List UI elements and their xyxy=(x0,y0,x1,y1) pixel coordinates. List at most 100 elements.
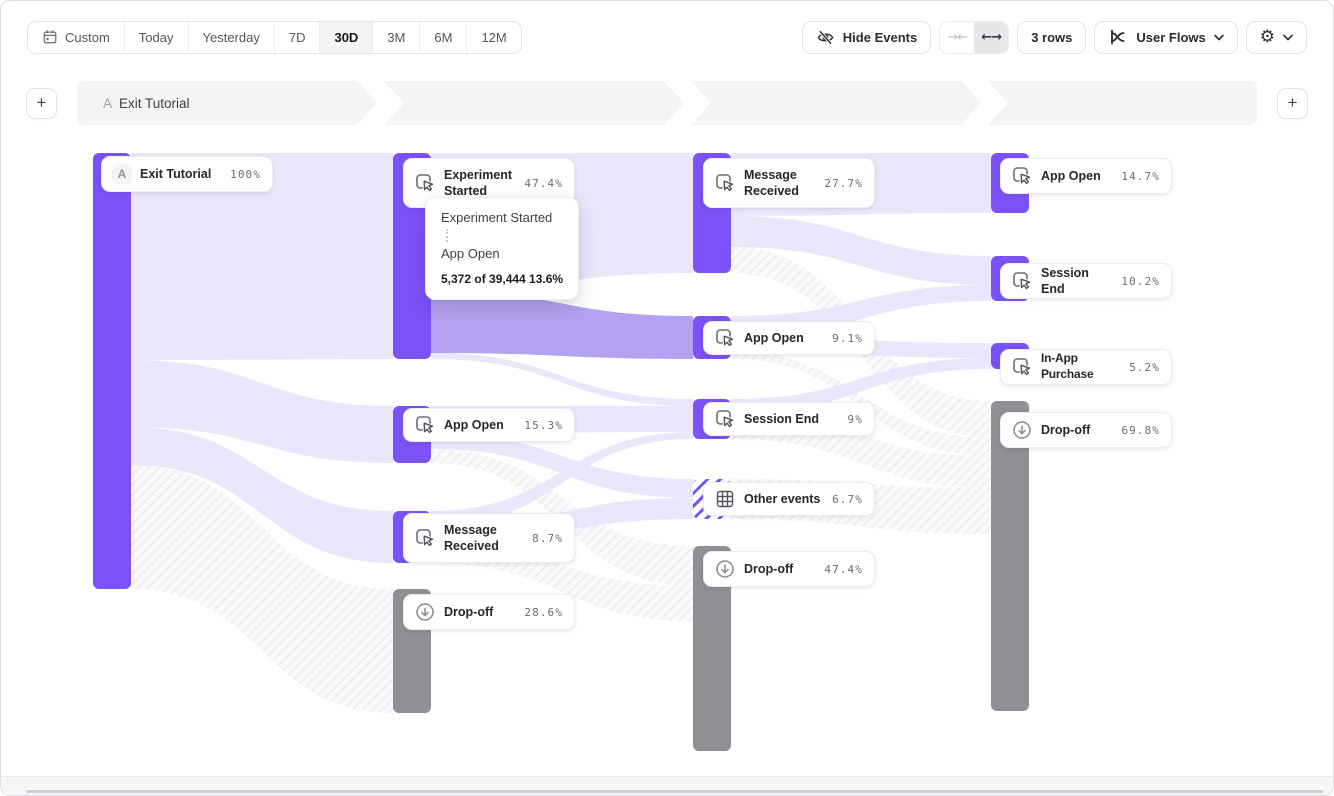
cursor-click-icon xyxy=(714,408,736,430)
arrow-down-circle-icon xyxy=(414,601,436,623)
toolbar-right: Hide Events →← ←→ 3 rows User Fl xyxy=(801,20,1307,54)
grid-icon xyxy=(714,488,736,510)
flow-node-other-events-3[interactable]: Other events 6.7% xyxy=(703,482,875,516)
hide-events-label: Hide Events xyxy=(842,29,918,45)
date-range-3m[interactable]: 3M xyxy=(373,21,421,53)
cursor-click-icon xyxy=(1011,356,1033,378)
rows-label: 3 rows xyxy=(1031,29,1073,45)
tooltip-target-event: App Open xyxy=(441,246,500,261)
arrows-expand-icon: ←→ xyxy=(981,29,1002,45)
date-range-12m[interactable]: 12M xyxy=(481,29,507,45)
flow-node-dropoff-3[interactable]: Drop-off 47.4% xyxy=(703,551,875,587)
step-letter: A xyxy=(103,95,113,111)
node-percent: 9.1% xyxy=(832,331,863,345)
flow-node-dropoff-2[interactable]: Drop-off 28.6% xyxy=(403,594,575,630)
arrow-down-circle-icon xyxy=(1011,419,1033,441)
collapse-expand-control: →← ←→ xyxy=(939,20,1010,54)
node-percent: 8.7% xyxy=(532,531,563,545)
flow-link xyxy=(131,427,393,563)
collapse-columns-button[interactable]: →← xyxy=(940,21,975,53)
link-tooltip: Experiment Started App Open 5,372 of 39,… xyxy=(425,197,580,300)
cursor-click-icon xyxy=(714,172,736,194)
eye-off-icon xyxy=(817,29,834,45)
node-percent: 10.2% xyxy=(1121,274,1160,288)
node-percent: 47.4% xyxy=(524,176,563,190)
footer-strip xyxy=(1,776,1333,795)
node-percent: 6.7% xyxy=(832,492,863,506)
flow-link xyxy=(431,433,693,498)
node-percent: 47.4% xyxy=(824,562,863,576)
node-percent: 69.8% xyxy=(1121,423,1160,437)
expand-columns-button[interactable]: ←→ xyxy=(974,21,1009,53)
flow-step-header: + A Exit Tutorial + xyxy=(1,79,1333,127)
horizontal-scrollbar[interactable] xyxy=(26,790,1323,793)
date-range-6m[interactable]: 6M xyxy=(420,21,468,53)
chart-type-label: User Flows xyxy=(1136,29,1206,45)
flow-node-app-open-2[interactable]: App Open 15.3% xyxy=(403,408,575,442)
node-label: Exit Tutorial xyxy=(140,166,212,181)
node-label: Message Received xyxy=(444,522,499,553)
date-range-group: Custom Today Yesterday 7D 30D 3M 6M 12M xyxy=(27,20,522,54)
flow-node-app-open-4[interactable]: App Open 14.7% xyxy=(1000,158,1172,194)
flow-node-dropoff-4[interactable]: Drop-off 69.8% xyxy=(1000,412,1172,448)
flow-node-in-app-purchase-4[interactable]: In-App Purchase 5.2% xyxy=(1000,349,1172,385)
flow-link xyxy=(731,216,991,285)
gear-icon: ⚙ xyxy=(1259,26,1275,47)
flow-link xyxy=(131,360,393,463)
date-range-custom[interactable]: Custom xyxy=(28,21,125,53)
node-label: Other events xyxy=(744,491,821,506)
chevron-down-icon xyxy=(1213,34,1224,40)
toolbar: Custom Today Yesterday 7D 30D 3M 6M 12M … xyxy=(1,1,1333,73)
node-percent: 28.6% xyxy=(524,605,563,619)
step-segment-3[interactable] xyxy=(691,81,981,125)
add-step-before-button[interactable]: + xyxy=(26,87,57,119)
node-label: Drop-off xyxy=(1041,422,1091,437)
plus-icon: + xyxy=(1287,93,1298,112)
cursor-click-icon xyxy=(1011,270,1033,292)
chart-type-dropdown[interactable]: User Flows xyxy=(1094,20,1238,54)
node-percent: 15.3% xyxy=(524,418,563,432)
node-percent: 9% xyxy=(847,412,863,426)
flow-node-session-end-3[interactable]: Session End 9% xyxy=(703,402,875,436)
flow-node-session-end-4[interactable]: Session End 10.2% xyxy=(1000,263,1172,299)
date-range-label: Custom xyxy=(65,29,110,45)
date-range-7d[interactable]: 7D xyxy=(275,21,321,53)
flow-node-message-received-3[interactable]: Message Received 27.7% xyxy=(703,158,875,208)
tooltip-connector-dots xyxy=(446,229,448,242)
plus-icon: + xyxy=(36,93,47,112)
flow-node-app-open-3[interactable]: App Open 9.1% xyxy=(703,321,875,355)
cursor-click-icon xyxy=(714,327,736,349)
node-label: In-App Purchase xyxy=(1041,351,1094,381)
flow-link-highlighted xyxy=(431,291,693,359)
node-label: App Open xyxy=(444,417,504,432)
flow-node-message-received-2[interactable]: Message Received 8.7% xyxy=(403,513,575,563)
date-range-30d[interactable]: 30D xyxy=(320,21,374,53)
step-segment-4[interactable] xyxy=(988,81,1257,125)
add-step-after-button[interactable]: + xyxy=(1277,87,1308,119)
step-segment-2[interactable] xyxy=(384,81,684,125)
node-label: Message Received xyxy=(744,167,799,198)
rows-button[interactable]: 3 rows xyxy=(1017,20,1087,54)
arrows-collapse-icon: →← xyxy=(947,29,968,45)
step-name: Exit Tutorial xyxy=(119,95,190,111)
flow-bar-exit-tutorial[interactable] xyxy=(93,153,131,589)
cursor-click-icon xyxy=(1011,165,1033,187)
date-range-today[interactable]: Today xyxy=(125,21,189,53)
hide-events-button[interactable]: Hide Events xyxy=(801,20,932,54)
tooltip-detail: 5,372 of 39,444 13.6% xyxy=(441,272,564,286)
chevron-down-icon xyxy=(1283,34,1293,40)
cursor-click-icon xyxy=(414,527,436,549)
step-a-badge: A xyxy=(112,164,132,184)
node-label: Drop-off xyxy=(444,604,494,619)
flow-node-exit-tutorial[interactable]: A Exit Tutorial 100% xyxy=(101,156,273,192)
date-range-yesterday[interactable]: Yesterday xyxy=(189,21,275,53)
flow-link xyxy=(431,353,693,406)
node-percent: 5.2% xyxy=(1129,360,1160,374)
node-percent: 14.7% xyxy=(1121,169,1160,183)
settings-dropdown[interactable]: ⚙ xyxy=(1245,20,1307,54)
flow-bar-dropoff-4[interactable] xyxy=(991,401,1029,711)
node-label: Experiment Started xyxy=(444,167,513,198)
tooltip-source-event: Experiment Started xyxy=(441,210,553,225)
step-segment-1[interactable]: A Exit Tutorial xyxy=(77,81,377,125)
